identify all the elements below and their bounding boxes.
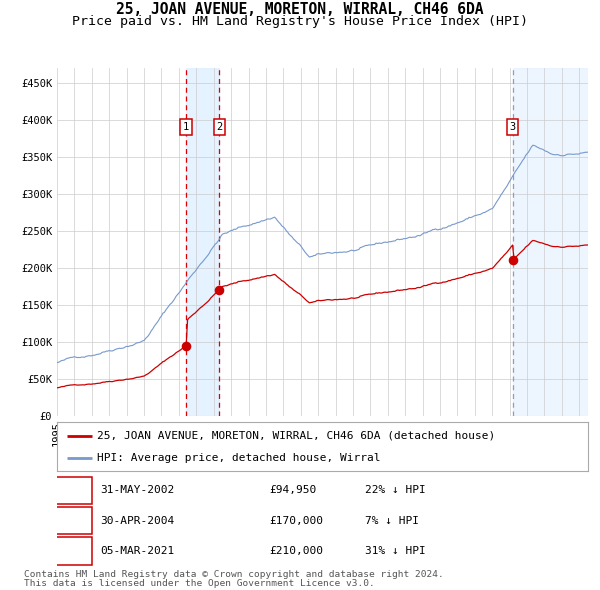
Text: 1: 1 [183,122,189,132]
Text: 7% ↓ HPI: 7% ↓ HPI [365,516,419,526]
Text: 2: 2 [71,516,77,526]
Text: 05-MAR-2021: 05-MAR-2021 [101,546,175,556]
Text: 31% ↓ HPI: 31% ↓ HPI [365,546,426,556]
Point [215,286,224,295]
Text: 2: 2 [217,122,223,132]
Text: £210,000: £210,000 [269,546,323,556]
Text: 3: 3 [509,122,516,132]
Bar [512,68,588,416]
Text: Contains HM Land Registry data © Crown copyright and database right 2024.: Contains HM Land Registry data © Crown c… [24,570,444,579]
Text: HPI: Average price, detached house, Wirral: HPI: Average price, detached house, Wirr… [97,453,380,463]
Text: 25, JOAN AVENUE, MORETON, WIRRAL, CH46 6DA (detached house): 25, JOAN AVENUE, MORETON, WIRRAL, CH46 6… [97,431,495,441]
Bar [186,68,220,416]
FancyBboxPatch shape [56,477,92,504]
Text: 31-MAY-2002: 31-MAY-2002 [101,486,175,496]
Text: £94,950: £94,950 [269,486,317,496]
Text: This data is licensed under the Open Government Licence v3.0.: This data is licensed under the Open Gov… [24,579,375,588]
Text: Price paid vs. HM Land Registry's House Price Index (HPI): Price paid vs. HM Land Registry's House … [72,15,528,28]
Text: 1: 1 [71,486,77,496]
Text: 3: 3 [71,546,77,556]
Text: £170,000: £170,000 [269,516,323,526]
Point [181,341,191,350]
Text: 25, JOAN AVENUE, MORETON, WIRRAL, CH46 6DA: 25, JOAN AVENUE, MORETON, WIRRAL, CH46 6… [116,2,484,17]
Text: 30-APR-2004: 30-APR-2004 [101,516,175,526]
Text: 22% ↓ HPI: 22% ↓ HPI [365,486,426,496]
Point [508,255,517,265]
FancyBboxPatch shape [56,537,92,565]
FancyBboxPatch shape [56,507,92,535]
